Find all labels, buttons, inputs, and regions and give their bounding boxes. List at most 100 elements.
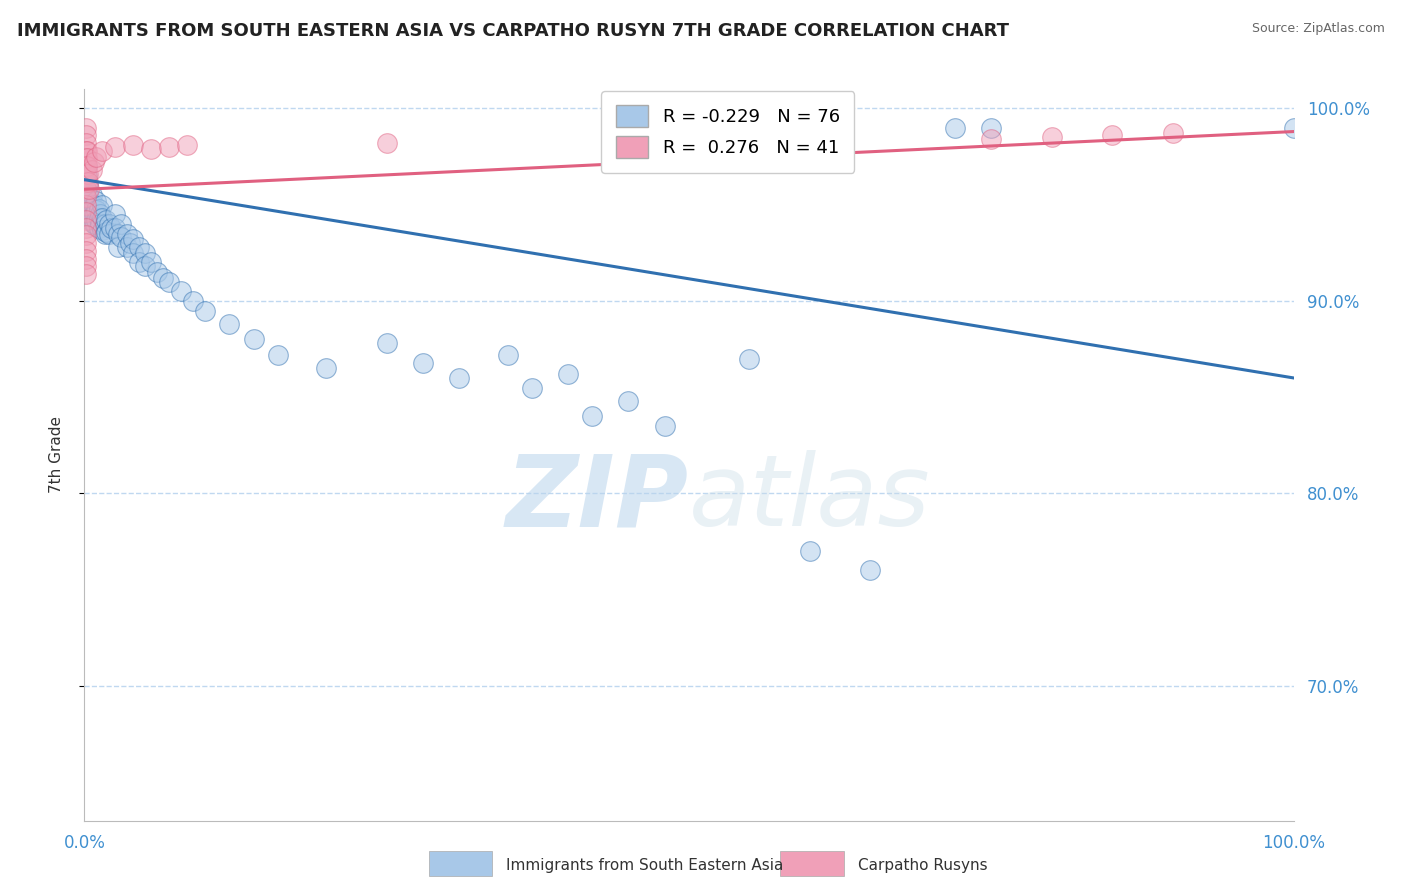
Point xyxy=(83,197,105,211)
Point xyxy=(139,255,162,269)
Point xyxy=(859,563,882,577)
Point xyxy=(152,270,174,285)
Point xyxy=(107,240,129,254)
Point xyxy=(94,227,117,241)
Point xyxy=(75,120,97,135)
Point xyxy=(581,409,603,424)
Point xyxy=(87,220,110,235)
Point xyxy=(943,120,966,135)
Point xyxy=(82,211,104,226)
Point xyxy=(77,194,100,208)
Point xyxy=(91,144,114,158)
Text: Carpatho Rusyns: Carpatho Rusyns xyxy=(858,858,987,872)
Point xyxy=(738,134,761,148)
Point xyxy=(157,275,180,289)
Point xyxy=(134,260,156,274)
Point xyxy=(557,367,579,381)
Point xyxy=(76,152,98,166)
Point xyxy=(242,333,264,347)
Point xyxy=(654,419,676,434)
Point xyxy=(94,225,117,239)
Point xyxy=(128,240,150,254)
Legend: R = -0.229   N = 76, R =  0.276   N = 41: R = -0.229 N = 76, R = 0.276 N = 41 xyxy=(602,91,855,173)
Text: ZIP: ZIP xyxy=(506,450,689,548)
Point xyxy=(79,213,101,227)
Point xyxy=(194,303,217,318)
Point xyxy=(77,178,100,193)
Point xyxy=(89,207,111,221)
Point xyxy=(121,138,143,153)
Y-axis label: 7th Grade: 7th Grade xyxy=(49,417,63,493)
Point xyxy=(76,159,98,173)
Point xyxy=(75,144,97,158)
Point xyxy=(87,202,110,216)
Point xyxy=(97,227,120,241)
Text: IMMIGRANTS FROM SOUTH EASTERN ASIA VS CARPATHO RUSYN 7TH GRADE CORRELATION CHART: IMMIGRANTS FROM SOUTH EASTERN ASIA VS CA… xyxy=(17,22,1010,40)
Point xyxy=(104,220,127,235)
Point xyxy=(91,223,114,237)
Point xyxy=(75,182,97,196)
Text: Source: ZipAtlas.com: Source: ZipAtlas.com xyxy=(1251,22,1385,36)
Text: atlas: atlas xyxy=(689,450,931,548)
Point xyxy=(75,244,97,258)
Point xyxy=(121,245,143,260)
Point xyxy=(79,207,101,221)
Point xyxy=(449,371,471,385)
Point xyxy=(77,167,100,181)
Point xyxy=(75,175,97,189)
Point xyxy=(86,203,108,218)
Point xyxy=(75,220,97,235)
Point xyxy=(91,211,114,226)
Point xyxy=(110,217,132,231)
Point xyxy=(980,120,1002,135)
Point xyxy=(181,293,204,308)
Point xyxy=(1161,127,1184,141)
Point xyxy=(80,188,103,202)
Point xyxy=(76,159,98,173)
Point xyxy=(75,159,97,173)
Point xyxy=(84,207,107,221)
Point xyxy=(1282,120,1305,135)
Point xyxy=(104,207,127,221)
Point xyxy=(75,190,97,204)
Point xyxy=(799,544,821,558)
Point xyxy=(412,355,434,369)
Point xyxy=(107,227,129,241)
Point xyxy=(84,217,107,231)
Point xyxy=(77,182,100,196)
Point xyxy=(1101,128,1123,143)
Point xyxy=(120,236,142,251)
Point xyxy=(75,136,97,150)
Point xyxy=(100,220,122,235)
Point xyxy=(75,205,97,219)
Point xyxy=(218,317,240,331)
Point xyxy=(76,169,98,183)
Point xyxy=(86,194,108,208)
Point xyxy=(77,175,100,189)
Point xyxy=(128,255,150,269)
Point xyxy=(121,232,143,246)
Point xyxy=(75,228,97,243)
Point xyxy=(75,167,97,181)
Point xyxy=(86,150,108,164)
Point xyxy=(94,213,117,227)
Point xyxy=(97,217,120,231)
Point xyxy=(75,197,97,211)
Point xyxy=(980,132,1002,146)
Point xyxy=(91,197,114,211)
Point xyxy=(375,136,398,150)
Point xyxy=(139,142,162,156)
Point xyxy=(82,202,104,216)
Point xyxy=(115,227,138,241)
Point xyxy=(267,348,290,362)
Point xyxy=(115,240,138,254)
Point xyxy=(104,140,127,154)
Point xyxy=(83,207,105,221)
Text: Immigrants from South Eastern Asia: Immigrants from South Eastern Asia xyxy=(506,858,783,872)
Point xyxy=(83,155,105,169)
Point xyxy=(94,217,117,231)
Point xyxy=(146,265,169,279)
Point xyxy=(75,152,97,166)
Point xyxy=(75,128,97,143)
Point xyxy=(77,188,100,202)
